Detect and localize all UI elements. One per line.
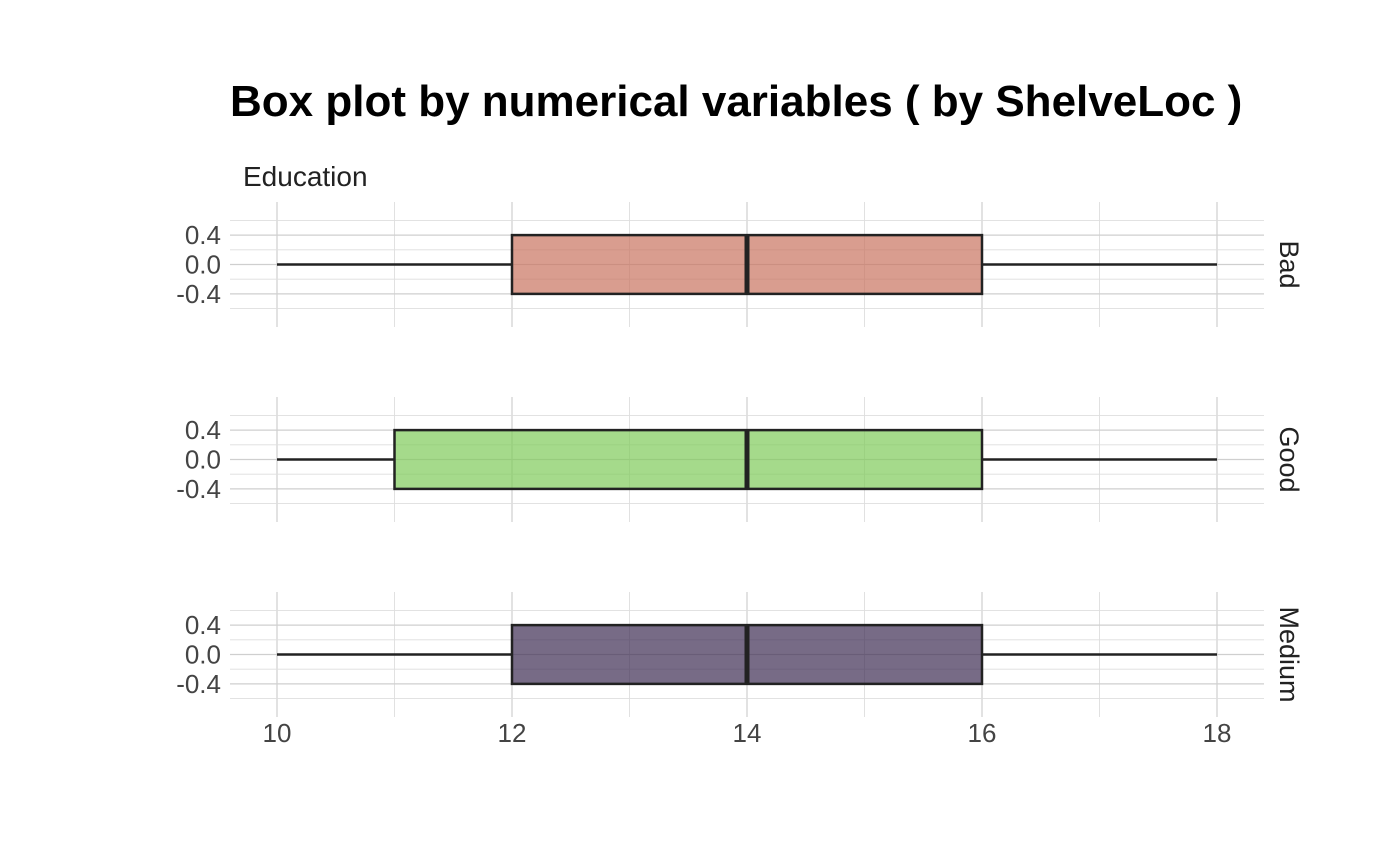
y-tick-label: -0.4 [176,669,221,699]
x-tick-label: 10 [263,718,292,748]
y-tick-label: 0.0 [185,445,221,475]
facet-label-bad: Bad [1274,240,1304,288]
y-tick-label: 0.0 [185,250,221,280]
x-axis: 10 12 14 16 18 [263,718,1232,748]
chart-title: Box plot by numerical variables ( by She… [230,77,1242,126]
y-tick-label: 0.4 [185,610,221,640]
panel-bad: -0.40.00.4 Bad [176,202,1304,327]
x-tick-label: 14 [733,718,762,748]
x-tick-label: 12 [498,718,527,748]
panel-medium: -0.40.00.4 Medium [176,592,1304,717]
y-tick-label: -0.4 [176,474,221,504]
y-tick-label: 0.4 [185,415,221,445]
y-tick-label: -0.4 [176,279,221,309]
y-tick-label: 0.4 [185,220,221,250]
chart-subtitle: Education [243,161,368,192]
panel-good: -0.40.00.4 Good [176,397,1304,522]
y-tick-label: 0.0 [185,640,221,670]
box-good [393,428,984,491]
x-tick-label: 18 [1203,718,1232,748]
x-tick-label: 16 [968,718,997,748]
facet-label-medium: Medium [1274,606,1304,702]
facet-label-good: Good [1274,426,1304,492]
